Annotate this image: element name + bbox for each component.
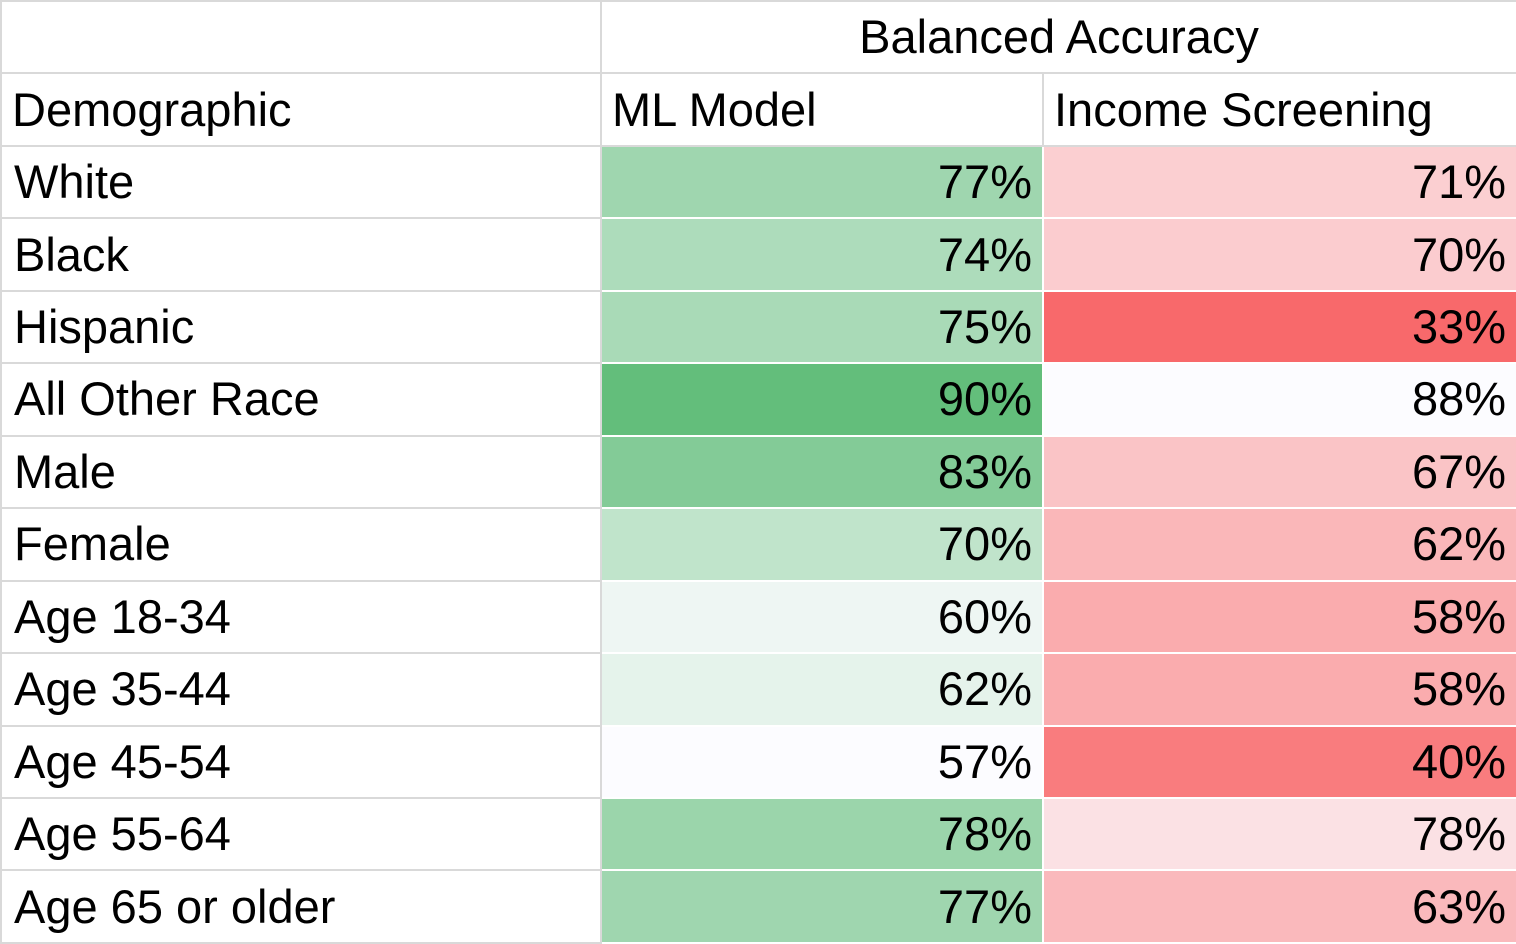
table-row: Male 83% 67% xyxy=(0,434,1516,510)
row-label-age-45-54[interactable]: Age 45-54 xyxy=(0,724,602,799)
column-header-row: Demographic ML Model Income Screening xyxy=(0,72,1516,147)
value-cell-ml-model[interactable]: 57% xyxy=(601,725,1043,798)
table-row: Age 65 or older 77% 63% xyxy=(0,869,1516,944)
empty-corner-cell[interactable] xyxy=(0,0,602,75)
row-label-age-65-or-older[interactable]: Age 65 or older xyxy=(0,869,602,944)
value-cell-income-screening[interactable]: 67% xyxy=(1043,435,1516,509)
row-label-white[interactable]: White xyxy=(0,144,602,220)
table-row: Age 45-54 57% 40% xyxy=(0,724,1516,799)
table-row: Age 18-34 60% 58% xyxy=(0,579,1516,655)
table-row: Hispanic 75% 33% xyxy=(0,289,1516,365)
column-header-income-screening[interactable]: Income Screening xyxy=(1041,72,1516,147)
value-cell-ml-model[interactable]: 70% xyxy=(601,508,1043,581)
table-row: Age 55-64 78% 78% xyxy=(0,796,1516,872)
value-cell-income-screening[interactable]: 88% xyxy=(1043,363,1516,436)
table-row: White 77% 71% xyxy=(0,144,1516,220)
value-cell-income-screening[interactable]: 58% xyxy=(1043,580,1516,654)
row-label-age-55-64[interactable]: Age 55-64 xyxy=(0,796,602,872)
value-cell-income-screening[interactable]: 62% xyxy=(1043,508,1516,581)
value-cell-income-screening[interactable]: 70% xyxy=(1043,218,1516,291)
row-label-hispanic[interactable]: Hispanic xyxy=(0,289,602,365)
value-cell-ml-model[interactable]: 62% xyxy=(601,653,1043,726)
value-cell-ml-model[interactable]: 60% xyxy=(601,580,1043,654)
row-label-age-18-34[interactable]: Age 18-34 xyxy=(0,579,602,655)
value-cell-ml-model[interactable]: 90% xyxy=(601,363,1043,436)
table-row: Age 35-44 62% 58% xyxy=(0,652,1516,727)
table-row: Female 70% 62% xyxy=(0,507,1516,582)
table-title[interactable]: Balanced Accuracy xyxy=(599,0,1516,75)
value-cell-income-screening[interactable]: 63% xyxy=(1043,870,1516,943)
value-cell-ml-model[interactable]: 78% xyxy=(601,797,1043,871)
table-row: Black 74% 70% xyxy=(0,217,1516,292)
value-cell-ml-model[interactable]: 77% xyxy=(601,870,1043,943)
row-label-age-35-44[interactable]: Age 35-44 xyxy=(0,652,602,727)
row-label-all-other-race[interactable]: All Other Race xyxy=(0,362,602,437)
value-cell-income-screening[interactable]: 40% xyxy=(1043,725,1516,798)
value-cell-income-screening[interactable]: 33% xyxy=(1043,290,1516,364)
table-row: All Other Race 90% 88% xyxy=(0,362,1516,437)
value-cell-income-screening[interactable]: 58% xyxy=(1043,653,1516,726)
value-cell-ml-model[interactable]: 75% xyxy=(601,290,1043,364)
value-cell-income-screening[interactable]: 78% xyxy=(1043,797,1516,871)
value-cell-ml-model[interactable]: 77% xyxy=(601,145,1043,219)
value-cell-ml-model[interactable]: 74% xyxy=(601,218,1043,291)
row-label-female[interactable]: Female xyxy=(0,507,602,582)
title-row: Balanced Accuracy xyxy=(0,0,1516,75)
row-label-male[interactable]: Male xyxy=(0,434,602,510)
value-cell-ml-model[interactable]: 83% xyxy=(601,435,1043,509)
row-header-label[interactable]: Demographic xyxy=(0,72,602,147)
value-cell-income-screening[interactable]: 71% xyxy=(1043,145,1516,219)
column-header-ml-model[interactable]: ML Model xyxy=(600,72,1044,147)
row-label-black[interactable]: Black xyxy=(0,217,602,292)
